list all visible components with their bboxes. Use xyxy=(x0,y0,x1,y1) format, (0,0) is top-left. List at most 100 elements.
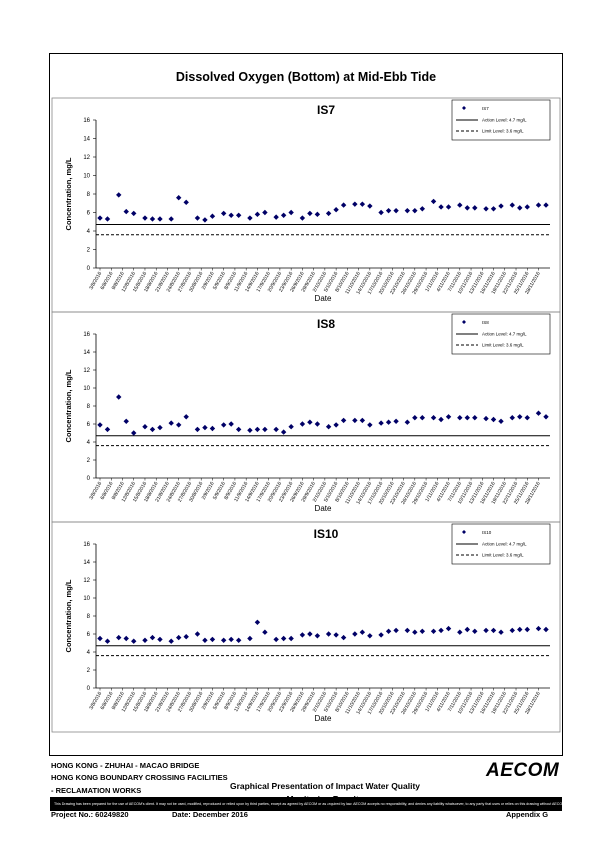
data-point xyxy=(325,210,332,217)
y-tick-label: 4 xyxy=(87,440,91,446)
data-point xyxy=(438,627,444,634)
data-point xyxy=(254,426,261,433)
data-point xyxy=(123,208,129,215)
data-point xyxy=(483,415,489,422)
data-point xyxy=(194,631,201,637)
data-point xyxy=(220,210,227,217)
y-tick-label: 16 xyxy=(83,118,90,124)
data-point xyxy=(404,419,411,425)
data-point xyxy=(325,631,332,637)
data-point xyxy=(142,637,148,643)
data-point xyxy=(97,422,103,428)
legend: IS7 Action Level: 4.7 mg/L Limit Level: 3.… xyxy=(451,99,551,141)
data-point xyxy=(378,420,384,426)
data-point xyxy=(412,415,418,421)
data-point xyxy=(209,213,216,219)
legend: IS8 Action Level: 4.7 mg/L Limit Level: 3.… xyxy=(451,313,551,355)
y-tick-label: 14 xyxy=(83,560,90,566)
data-point xyxy=(247,427,253,433)
subplot-title: IS7 xyxy=(317,103,335,117)
data-point xyxy=(254,619,261,625)
data-point xyxy=(168,638,174,644)
data-point xyxy=(367,422,373,428)
footer-project-line3: - RECLAMATION WORKS xyxy=(51,786,142,795)
data-point xyxy=(325,424,332,430)
legend-label: Action Level: 4.7 mg/L xyxy=(482,332,527,337)
data-point xyxy=(288,209,294,216)
data-point xyxy=(116,634,122,641)
data-point xyxy=(445,204,452,210)
data-point xyxy=(430,628,437,634)
data-point xyxy=(247,215,253,221)
data-point xyxy=(157,636,163,643)
data-point xyxy=(498,629,504,635)
data-point xyxy=(273,426,279,433)
y-tick-label: 12 xyxy=(83,155,90,161)
footer-drawing-title-line1: Graphical Presentation of Impact Water Q… xyxy=(229,781,421,791)
data-point xyxy=(131,430,137,436)
data-point xyxy=(235,212,242,218)
data-point xyxy=(299,632,306,638)
data-point xyxy=(307,631,313,637)
legend-label: IS8 xyxy=(482,320,489,325)
y-axis-label: Concentration, mg/L xyxy=(64,157,73,230)
data-point xyxy=(254,211,261,218)
footer-date: Date: December 2016 xyxy=(172,810,248,819)
data-point xyxy=(235,426,242,433)
data-point xyxy=(131,638,137,644)
data-point xyxy=(273,636,279,643)
data-point xyxy=(367,633,373,639)
data-point xyxy=(359,201,366,207)
footer-project-line1: HONG KONG - ZHUHAI - MACAO BRIDGE xyxy=(51,761,200,770)
data-point xyxy=(97,215,103,221)
data-point xyxy=(412,207,418,214)
footer-project-line2: HONG KONG BOUNDARY CROSSING FACILITIES xyxy=(51,773,228,782)
data-point xyxy=(352,201,358,207)
data-point xyxy=(142,215,148,221)
data-point xyxy=(419,415,426,421)
data-point xyxy=(535,410,542,416)
data-point xyxy=(438,416,444,423)
disclaimer-text: This Drawing has been prepared for the u… xyxy=(50,797,562,811)
data-point xyxy=(202,637,208,643)
data-point xyxy=(430,198,437,205)
data-point xyxy=(307,419,313,425)
y-tick-label: 8 xyxy=(87,614,91,620)
data-point xyxy=(378,209,384,216)
data-point xyxy=(194,215,201,221)
data-point xyxy=(176,195,182,201)
legend-label: IS7 xyxy=(482,106,489,111)
data-point xyxy=(490,206,497,212)
data-point xyxy=(445,414,452,420)
data-point xyxy=(220,637,227,643)
data-point xyxy=(142,424,148,430)
data-point xyxy=(97,635,103,642)
y-tick-label: 14 xyxy=(83,350,90,356)
data-point xyxy=(333,422,339,428)
y-tick-label: 4 xyxy=(87,229,91,235)
data-point xyxy=(393,627,399,634)
y-tick-label: 2 xyxy=(87,248,91,254)
data-point xyxy=(490,627,497,634)
y-tick-label: 6 xyxy=(87,422,91,428)
x-axis-label: Date xyxy=(315,294,332,303)
data-point xyxy=(123,635,129,642)
legend-marker xyxy=(462,320,466,324)
y-tick-label: 8 xyxy=(87,404,91,410)
data-point xyxy=(262,426,268,433)
data-point xyxy=(235,637,242,643)
y-tick-label: 0 xyxy=(87,266,91,272)
data-point xyxy=(116,192,122,198)
data-point xyxy=(524,204,530,210)
y-axis-label: Concentration, mg/L xyxy=(64,579,73,652)
data-point xyxy=(483,627,489,634)
data-point xyxy=(419,206,426,212)
data-point xyxy=(490,416,497,423)
legend-label: Limit Level: 3.6 mg/L xyxy=(482,129,524,134)
data-point xyxy=(472,205,478,211)
data-point xyxy=(393,207,399,214)
data-point xyxy=(498,203,504,209)
data-point xyxy=(524,415,530,421)
data-point xyxy=(149,634,156,641)
